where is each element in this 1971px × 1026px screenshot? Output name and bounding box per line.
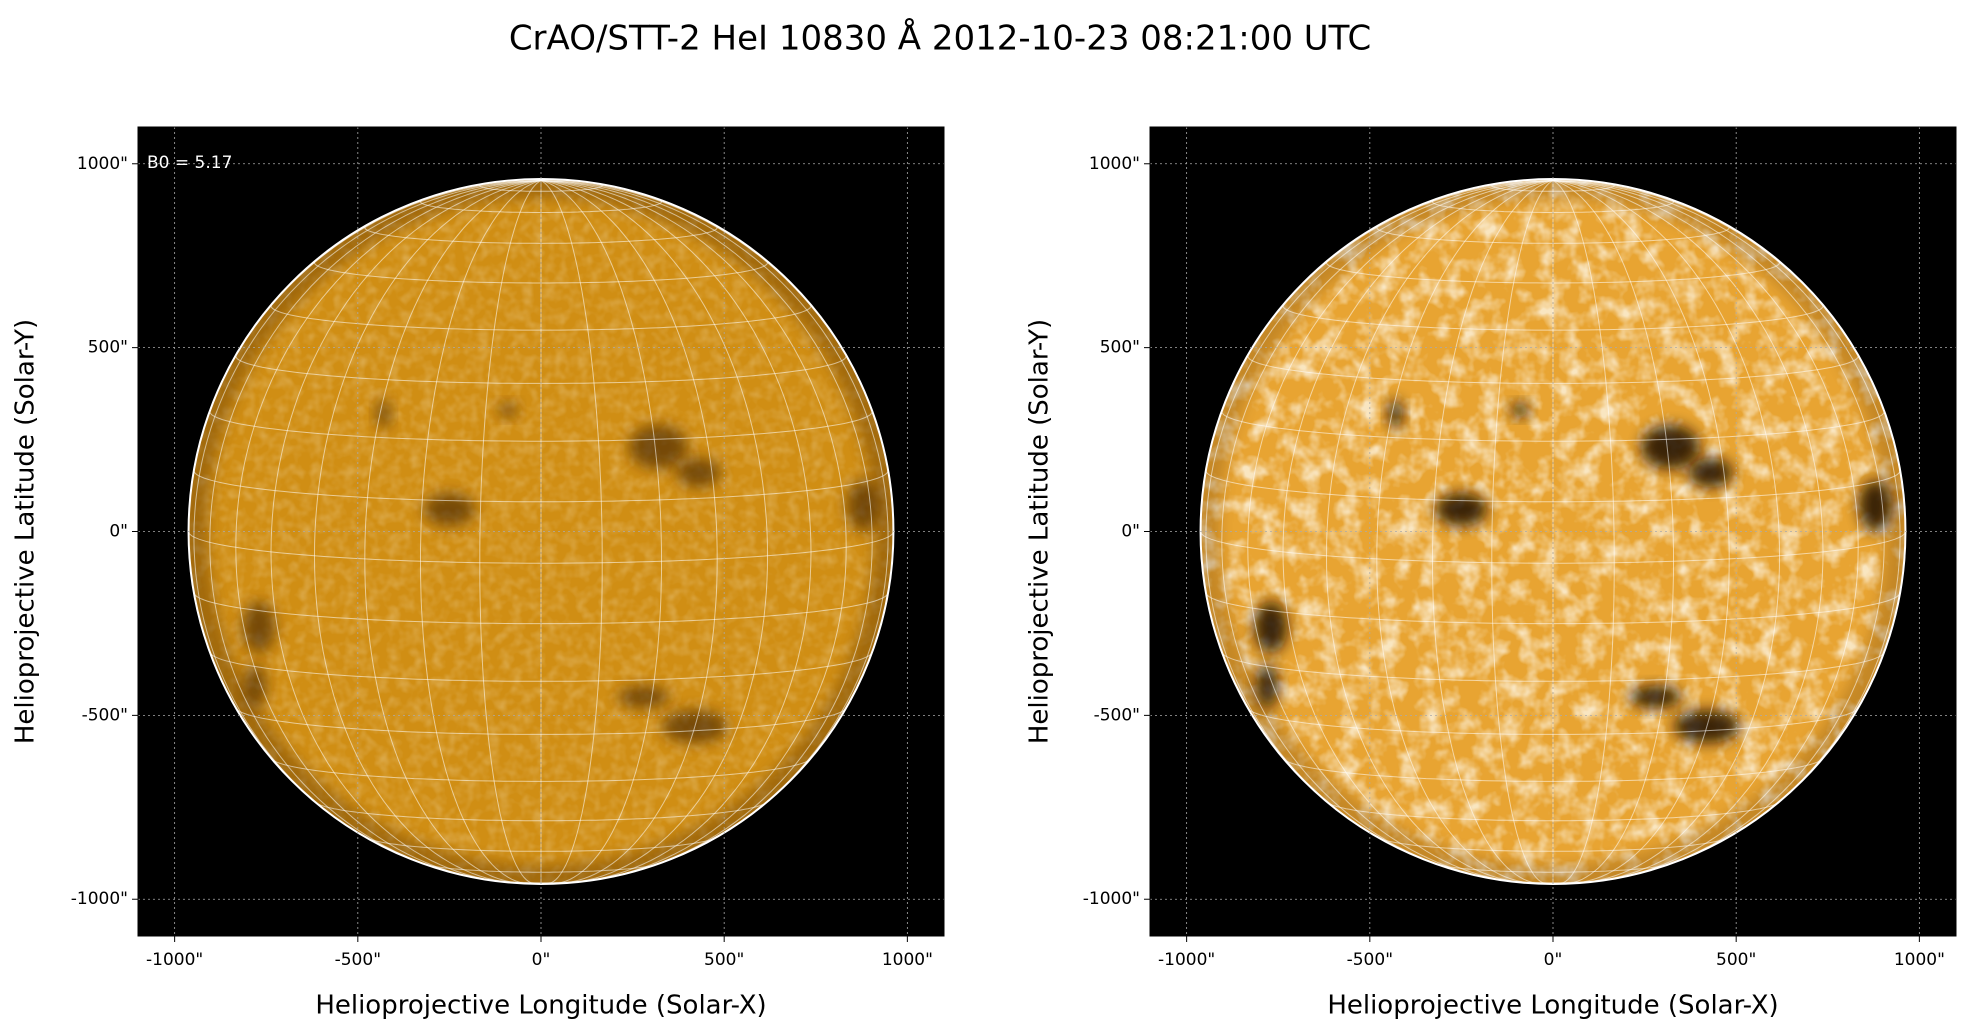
heliographic-grid: [540, 180, 812, 883]
heliographic-grid: [1376, 180, 1554, 884]
heliographic-grid: [540, 180, 718, 884]
dark-feature: [1640, 424, 1700, 469]
heliographic-grid: [1491, 184, 1615, 192]
y-axis-label: Helioprojective Latitude (Solar-Y): [11, 319, 41, 744]
heliographic-grid: [1221, 652, 1885, 682]
heliographic-grid: [1552, 180, 1885, 873]
y-tick-label: -500": [1094, 705, 1140, 725]
heliographic-grid: [1205, 470, 1901, 503]
dark-feature: [376, 399, 391, 429]
y-tick-label: 500": [88, 338, 128, 358]
heliographic-grid: [479, 184, 603, 192]
heliographic-grid: [1552, 180, 1615, 885]
heliographic-grid: [1552, 180, 1781, 883]
heliographic-grid: [270, 303, 812, 331]
heliographic-grid: [1552, 180, 1674, 885]
heliographic-grid: [1205, 180, 1554, 845]
x-tick-label: 0": [1544, 950, 1563, 970]
heliographic-grid: [1221, 411, 1885, 442]
heliographic-grid: [270, 180, 542, 883]
dark-feature: [1254, 601, 1288, 653]
heliographic-grid: [1552, 180, 1730, 884]
y-tick-label: 0": [1121, 522, 1140, 542]
heliographic-grid: [1282, 180, 1554, 883]
x-tick-label: 500": [1716, 950, 1756, 970]
x-axis-label: Helioprojective Longitude (Solar-X): [1327, 991, 1778, 1021]
heliographic-grid: [272, 759, 810, 782]
y-tick-label: 500": [1100, 338, 1140, 358]
dark-feature: [1510, 402, 1530, 418]
heliographic-grid: [364, 180, 542, 884]
dark-feature: [676, 458, 721, 488]
y-tick-label: -1000": [71, 889, 128, 909]
x-tick-label: 1000": [1894, 950, 1945, 970]
heliographic-grid: [540, 180, 873, 873]
heliographic-grid: [1379, 837, 1727, 852]
heliographic-grid: [367, 837, 715, 852]
dark-feature: [498, 402, 518, 418]
heliographic-grid: [193, 470, 889, 503]
heliographic-grid: [540, 180, 662, 885]
dark-feature: [1629, 685, 1682, 708]
heliographic-grid: [540, 180, 769, 883]
x-tick-label: -1000": [146, 950, 203, 970]
heliographic-grid: [540, 180, 889, 845]
heliographic-grid: [1284, 759, 1822, 782]
dark-feature: [617, 685, 670, 708]
y-tick-label: 0": [109, 522, 128, 542]
heliographic-grid: [1328, 802, 1778, 822]
x-tick-label: 0": [532, 950, 551, 970]
heliographic-grid: [420, 180, 542, 885]
panel: -1000" -500" 0" 500" 1000" -1000" -500" 0" 500" 1…: [1025, 126, 1957, 1021]
dark-feature: [1435, 492, 1488, 526]
axes-frame: [137, 126, 945, 937]
dark-feature: [1388, 399, 1403, 429]
panel: -1000" -500" 0" 500" 1000" -1000" -500" 0" 500" 1…: [11, 126, 945, 1021]
heliographic-grid: [209, 180, 542, 873]
y-tick-label: -500": [82, 705, 128, 725]
x-tick-label: 1000": [882, 950, 933, 970]
dark-feature: [1688, 458, 1733, 488]
heliographic-grid: [316, 802, 766, 822]
y-tick-label: -1000": [1083, 889, 1140, 909]
dark-feature: [423, 492, 476, 526]
heliographic-grid: [1432, 180, 1554, 885]
y-tick-label: 1000": [77, 154, 128, 174]
axes-frame: [1149, 126, 1957, 937]
heliographic-grid: [236, 708, 846, 735]
figure-title: CrAO/STT-2 HeI 10830 Å 2012-10-23 08:21:…: [509, 18, 1371, 59]
heliographic-grid: [1248, 708, 1858, 735]
heliographic-grid: [1282, 303, 1824, 331]
heliographic-grid: [209, 411, 873, 442]
heliographic-grid: [1491, 180, 1554, 885]
heliographic-grid: [1221, 180, 1554, 873]
y-axis-label: Helioprojective Latitude (Solar-Y): [1025, 319, 1055, 744]
heliographic-grid: [1552, 180, 1824, 883]
annotation: B0 = 5.17: [147, 153, 232, 173]
x-tick-label: -500": [1347, 950, 1393, 970]
dark-feature: [628, 424, 688, 469]
heliographic-grid: [1552, 180, 1901, 845]
x-tick-label: 500": [704, 950, 744, 970]
heliographic-grid: [209, 652, 873, 682]
x-axis-label: Helioprojective Longitude (Solar-X): [315, 991, 766, 1021]
x-tick-label: -1000": [1158, 950, 1215, 970]
heliographic-grid: [479, 180, 542, 885]
x-tick-label: -500": [335, 950, 381, 970]
heliographic-grid: [540, 180, 603, 885]
y-tick-label: 1000": [1089, 154, 1140, 174]
dark-feature: [242, 601, 276, 653]
heliographic-grid: [193, 180, 542, 845]
